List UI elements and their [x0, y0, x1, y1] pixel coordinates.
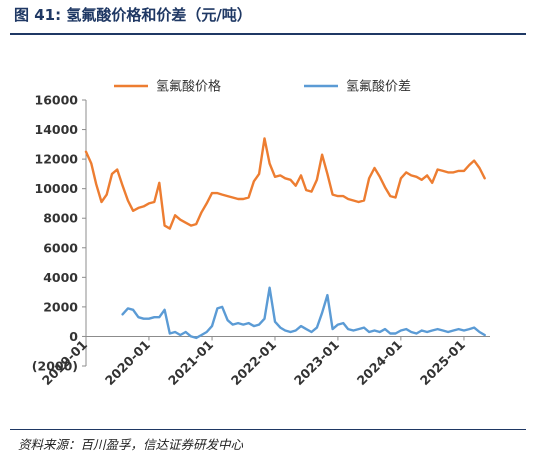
source-divider	[10, 429, 526, 430]
spread-series-line	[121, 286, 486, 340]
y-tick-label: 4000	[43, 270, 78, 285]
title-divider	[10, 33, 526, 35]
y-tick-label: 12000	[35, 152, 79, 167]
x-tick-label: 2024-01	[354, 337, 405, 388]
chart-axes: (2000) 0 2000 4000 6000 8000 10000 12000 14000 16…	[32, 93, 490, 388]
figure-title: 图 41: 氢氟酸价格和价差（元/吨）	[14, 6, 252, 24]
chart-legend: 氢氟酸价格 氢氟酸价差	[114, 79, 411, 95]
source-note: 资料来源：百川盈孚，信达证券研发中心	[18, 437, 244, 452]
chart-lines	[84, 137, 486, 340]
y-tick-label: 10000	[35, 181, 79, 196]
y-tick-label: 14000	[35, 122, 79, 137]
x-tick-label: 2023-01	[291, 337, 342, 388]
legend-label: 氢氟酸价差	[346, 80, 411, 95]
y-tick-label: 8000	[43, 211, 78, 226]
y-tick-label: 0	[69, 329, 78, 344]
x-tick-label: 2020-01	[102, 337, 153, 388]
y-tick-label: 2000	[43, 299, 78, 314]
x-tick-label: 2022-01	[228, 337, 279, 388]
y-tick-label: (2000)	[32, 359, 78, 374]
y-tick-label: 16000	[35, 93, 79, 108]
legend-label: 氢氟酸价格	[156, 79, 221, 95]
x-tick-label: 2025-01	[417, 337, 468, 388]
x-tick-label: 2021-01	[165, 337, 216, 388]
y-tick-label: 6000	[43, 240, 78, 255]
price-series-line	[84, 137, 486, 230]
